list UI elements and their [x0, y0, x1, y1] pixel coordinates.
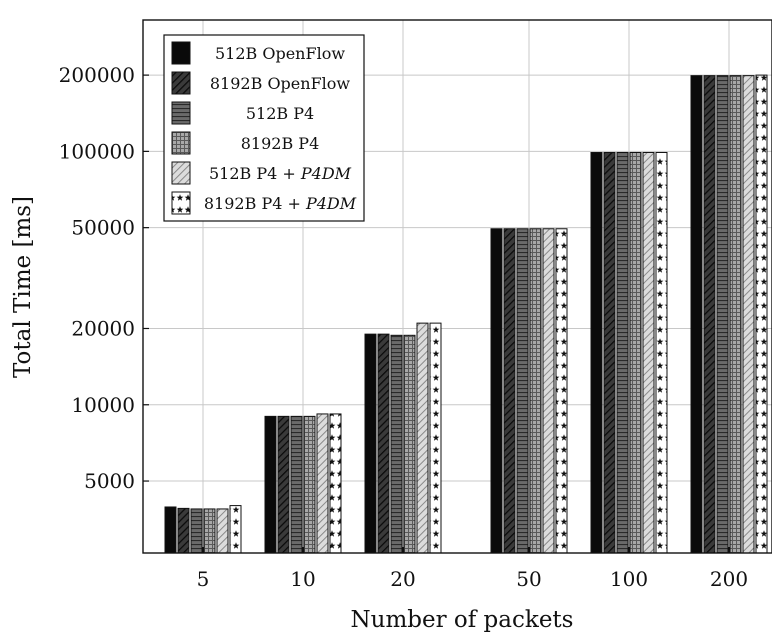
legend-label-6: 8192B P4 + P4DM	[204, 194, 357, 213]
y-axis-label: Total Time [ms]	[10, 196, 36, 378]
legend-label-part: 512B OpenFlow	[215, 44, 345, 63]
legend-swatch-2	[171, 71, 191, 95]
bar-2-5	[177, 507, 190, 554]
bar-6-200	[755, 74, 768, 554]
bar-2-200	[703, 75, 716, 554]
x-axis-label: Number of packets	[351, 607, 574, 633]
legend-label-part: P4DM	[305, 194, 357, 213]
y-tick-label: 5000	[84, 469, 135, 493]
legend-label-3: 512B P4	[246, 104, 314, 123]
x-tick-label: 50	[516, 567, 541, 591]
plot-frame	[142, 19, 772, 554]
y-tick-label: 10000	[71, 393, 135, 417]
legend-label-1: 512B OpenFlow	[215, 44, 345, 63]
bar-3-10	[290, 415, 303, 554]
bar-3-200	[716, 75, 729, 554]
bar-3-5	[190, 508, 203, 554]
bar-1-200	[690, 75, 703, 554]
x-tick-label: 10	[290, 567, 315, 591]
bar-2-50	[503, 228, 516, 554]
axis-ticks: 5000 10000 20000 50000 100000 200000 5 10 20 50 10…	[59, 63, 748, 591]
bar-1-10	[264, 415, 277, 554]
legend-swatch-1	[171, 41, 191, 65]
bar-1-100	[590, 151, 603, 554]
legend-swatch-4	[171, 131, 191, 155]
bar-5-20	[416, 322, 429, 554]
legend-label-part: 512B P4	[246, 104, 314, 123]
y-tick-label: 20000	[71, 316, 135, 340]
legend-swatch-3	[171, 101, 191, 125]
legend-label-part: 8192B P4	[241, 134, 320, 153]
bar-4-100	[629, 151, 642, 554]
y-tick-label: 50000	[71, 216, 135, 240]
legend-label-4: 8192B P4	[241, 134, 320, 153]
legend-label-part: 512B P4 +	[209, 164, 301, 183]
legend: 512B OpenFlow 8192B OpenFlow 512B P4 8192B …	[163, 34, 365, 222]
legend-label-part: 8192B OpenFlow	[210, 74, 351, 93]
bar-6-5	[229, 505, 242, 554]
legend-label-part: 8192B P4 +	[204, 194, 306, 213]
bar-4-20	[403, 334, 416, 554]
bar-5-50	[542, 228, 555, 554]
bar-6-50	[555, 228, 568, 554]
legend-swatch-6	[171, 191, 191, 215]
x-tick-label: 5	[197, 567, 210, 591]
y-tick-label: 100000	[59, 139, 135, 163]
bar-6-10	[329, 413, 342, 554]
bar-4-5	[203, 508, 216, 554]
bar-1-50	[490, 228, 503, 554]
x-tick-label: 100	[610, 567, 648, 591]
bar-3-20	[390, 334, 403, 554]
y-tick-label: 200000	[59, 63, 135, 87]
bar-5-100	[642, 151, 655, 554]
bar-2-20	[377, 333, 390, 554]
x-tick-label: 200	[710, 567, 748, 591]
bar-5-200	[742, 75, 755, 554]
bar-4-50	[529, 228, 542, 554]
bar-6-20	[429, 322, 442, 554]
bar-1-5	[164, 506, 177, 554]
legend-swatch-5	[171, 161, 191, 185]
legend-box	[163, 34, 365, 222]
bar-5-10	[316, 413, 329, 554]
legend-label-2: 8192B OpenFlow	[210, 74, 351, 93]
x-tick-label: 20	[390, 567, 415, 591]
legend-label-part: P4DM	[300, 164, 352, 183]
legend-label-5: 512B P4 + P4DM	[209, 164, 352, 183]
bar-2-10	[277, 415, 290, 554]
bar-1-20	[364, 333, 377, 554]
bar-4-200	[729, 75, 742, 554]
bar-2-100	[603, 151, 616, 554]
bar-3-100	[616, 151, 629, 554]
bar-6-100	[655, 151, 668, 554]
bar-3-50	[516, 228, 529, 554]
bars	[164, 74, 768, 554]
bar-5-5	[216, 508, 229, 554]
bar-4-10	[303, 415, 316, 554]
